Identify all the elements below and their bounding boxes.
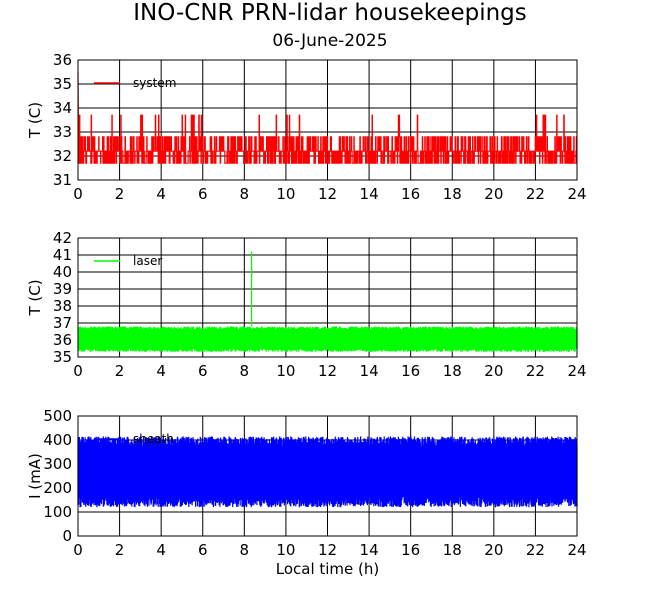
x-tick-label: 14 [360, 185, 379, 203]
x-tick-label: 24 [567, 185, 586, 203]
x-tick-label: 4 [156, 541, 166, 559]
x-tick-label: 6 [198, 541, 208, 559]
y-tick-label: 32 [53, 147, 72, 165]
y-tick-label: 0 [62, 527, 72, 545]
x-tick-label: 8 [240, 541, 250, 559]
x-tick-label: 12 [318, 541, 337, 559]
x-tick-label: 20 [484, 185, 503, 203]
x-tick-label: 10 [276, 185, 295, 203]
y-tick-label: 42 [53, 229, 72, 247]
x-tick-label: 8 [240, 362, 250, 380]
x-tick-label: 14 [360, 362, 379, 380]
x-tick-label: 6 [198, 362, 208, 380]
y-axis-label: T (C) [26, 279, 44, 316]
x-tick-label: 6 [198, 185, 208, 203]
y-tick-label: 39 [53, 280, 72, 298]
x-tick-label: 20 [484, 362, 503, 380]
y-tick-label: 38 [53, 297, 72, 315]
y-axis-label: I (mA) [26, 453, 44, 499]
x-axis-label: Local time (h) [276, 560, 380, 578]
x-tick-label: 24 [567, 362, 586, 380]
y-tick-label: 300 [43, 455, 72, 473]
legend-label: system [133, 76, 176, 90]
x-tick-label: 18 [443, 362, 462, 380]
x-tick-label: 0 [73, 362, 83, 380]
x-tick-label: 10 [276, 541, 295, 559]
y-tick-label: 41 [53, 246, 72, 264]
plot-frame [77, 59, 578, 181]
x-tick-label: 22 [526, 541, 545, 559]
x-tick-label: 16 [401, 362, 420, 380]
x-tick-label: 20 [484, 541, 503, 559]
x-tick-label: 16 [401, 185, 420, 203]
y-tick-label: 34 [53, 99, 72, 117]
y-axis-label: T (C) [26, 102, 44, 139]
x-tick-label: 4 [156, 185, 166, 203]
x-tick-label: 0 [73, 185, 83, 203]
x-tick-label: 0 [73, 541, 83, 559]
x-tick-label: 12 [318, 185, 337, 203]
x-tick-label: 2 [115, 541, 125, 559]
x-tick-label: 10 [276, 362, 295, 380]
series-sheath [77, 436, 578, 508]
y-tick-label: 40 [53, 263, 72, 281]
y-tick-label: 100 [43, 503, 72, 521]
x-tick-label: 12 [318, 362, 337, 380]
x-tick-label: 18 [443, 185, 462, 203]
legend-label: sheath [133, 432, 174, 446]
plot-frame [77, 415, 578, 537]
y-tick-label: 35 [53, 348, 72, 366]
chart-title: INO-CNR PRN-lidar housekeepings [133, 0, 527, 26]
y-tick-label: 500 [43, 407, 72, 425]
y-tick-label: 33 [53, 123, 72, 141]
x-tick-label: 2 [115, 362, 125, 380]
x-tick-label: 22 [526, 185, 545, 203]
series-system [77, 71, 577, 164]
x-tick-label: 2 [115, 185, 125, 203]
y-tick-label: 37 [53, 314, 72, 332]
y-tick-label: 36 [53, 331, 72, 349]
y-tick-label: 35 [53, 75, 72, 93]
x-tick-label: 16 [401, 541, 420, 559]
x-tick-label: 24 [567, 541, 586, 559]
y-tick-label: 31 [53, 171, 72, 189]
x-tick-label: 22 [526, 362, 545, 380]
y-tick-label: 200 [43, 479, 72, 497]
x-tick-label: 4 [156, 362, 166, 380]
x-tick-label: 8 [240, 185, 250, 203]
y-tick-label: 400 [43, 431, 72, 449]
y-tick-label: 36 [53, 51, 72, 69]
x-tick-label: 14 [360, 541, 379, 559]
legend-label: laser [133, 254, 162, 268]
chart-subtitle: 06-June-2025 [272, 31, 388, 51]
plot-frame [77, 237, 578, 358]
x-tick-label: 18 [443, 541, 462, 559]
